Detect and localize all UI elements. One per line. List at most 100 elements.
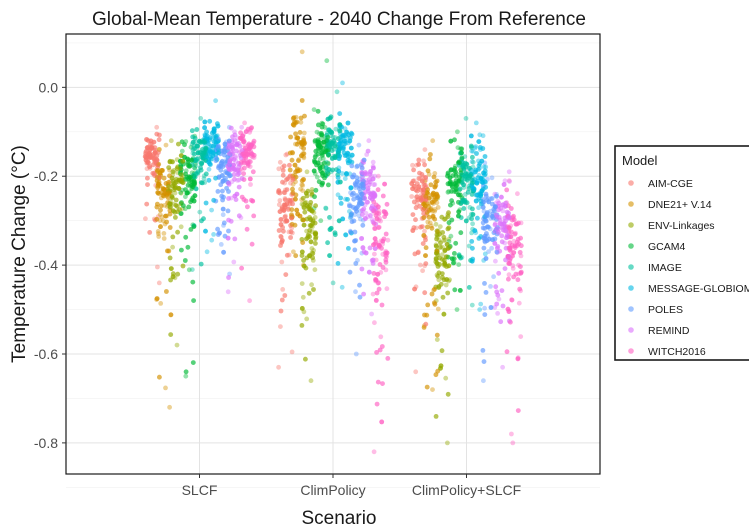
data-point (238, 135, 243, 141)
data-point (235, 178, 241, 183)
data-point (430, 208, 435, 214)
data-point (167, 225, 173, 230)
data-point (423, 253, 428, 258)
data-point (379, 419, 385, 425)
data-point (480, 204, 486, 210)
data-point (337, 146, 342, 152)
data-point (293, 192, 299, 198)
data-point (202, 150, 208, 156)
data-point (225, 235, 231, 241)
data-point (293, 131, 298, 137)
data-point (470, 154, 475, 160)
data-point (476, 167, 481, 172)
data-point (428, 182, 434, 188)
data-point (369, 217, 375, 222)
data-point (432, 286, 437, 292)
data-point (204, 146, 210, 152)
data-point (503, 203, 508, 209)
data-point (449, 217, 455, 223)
data-point (202, 144, 208, 150)
data-point (199, 218, 204, 224)
data-point (448, 167, 454, 173)
data-point (381, 209, 387, 215)
data-point (361, 196, 367, 201)
data-point (234, 141, 240, 147)
data-point (480, 348, 486, 353)
data-point (470, 221, 475, 227)
data-point (459, 195, 465, 201)
data-point (452, 251, 457, 256)
data-point (243, 198, 249, 204)
data-point (326, 140, 331, 146)
data-point (282, 190, 288, 196)
data-point (518, 270, 524, 276)
data-point (359, 201, 365, 207)
data-point (427, 200, 432, 206)
data-point (493, 204, 498, 210)
data-point (456, 192, 461, 198)
data-point (190, 360, 196, 365)
data-point (343, 232, 348, 238)
data-point (299, 197, 305, 203)
data-point (162, 203, 167, 208)
data-point (477, 165, 483, 171)
data-point (433, 243, 439, 249)
data-point (426, 208, 432, 213)
data-point (467, 173, 473, 179)
data-point (284, 252, 290, 258)
data-point (182, 258, 188, 263)
data-point (372, 209, 377, 215)
data-point (518, 264, 523, 269)
legend-label: ENV-Linkages (648, 220, 715, 232)
data-point (416, 157, 422, 163)
data-point (222, 233, 228, 239)
data-point (348, 203, 354, 209)
data-point (249, 153, 254, 159)
data-point (321, 160, 327, 166)
data-point (193, 163, 199, 169)
data-point (494, 226, 500, 232)
data-point (496, 296, 502, 302)
data-point (372, 246, 378, 252)
data-point (467, 205, 473, 210)
data-point (308, 239, 314, 245)
legend-swatch (628, 222, 634, 228)
data-point (324, 130, 330, 136)
data-point (507, 246, 513, 252)
data-point (345, 197, 350, 202)
data-point (170, 208, 176, 214)
data-point (164, 289, 169, 294)
data-point (347, 154, 353, 160)
data-point (214, 133, 220, 139)
data-point (422, 263, 428, 269)
data-point (151, 171, 157, 177)
data-point (167, 201, 173, 207)
data-point (466, 285, 472, 290)
data-point (323, 165, 329, 171)
data-point (281, 163, 287, 169)
data-point (418, 224, 423, 230)
data-point (166, 248, 172, 254)
data-point (143, 216, 148, 222)
data-point (155, 191, 161, 197)
data-point (438, 363, 444, 369)
data-point (172, 275, 178, 281)
data-point (383, 257, 389, 263)
data-point (331, 146, 337, 152)
data-point (513, 221, 519, 227)
data-point (163, 385, 168, 391)
data-point (445, 246, 451, 251)
data-point (301, 177, 306, 182)
data-point (505, 254, 511, 260)
data-point (507, 240, 513, 246)
data-point (329, 156, 335, 161)
data-point (506, 229, 512, 235)
data-point (248, 127, 253, 133)
data-point (277, 198, 283, 203)
data-point (470, 171, 475, 177)
data-point (360, 174, 366, 180)
data-point (176, 177, 182, 183)
data-point (214, 134, 220, 139)
data-point (158, 224, 163, 230)
data-point (166, 191, 172, 196)
